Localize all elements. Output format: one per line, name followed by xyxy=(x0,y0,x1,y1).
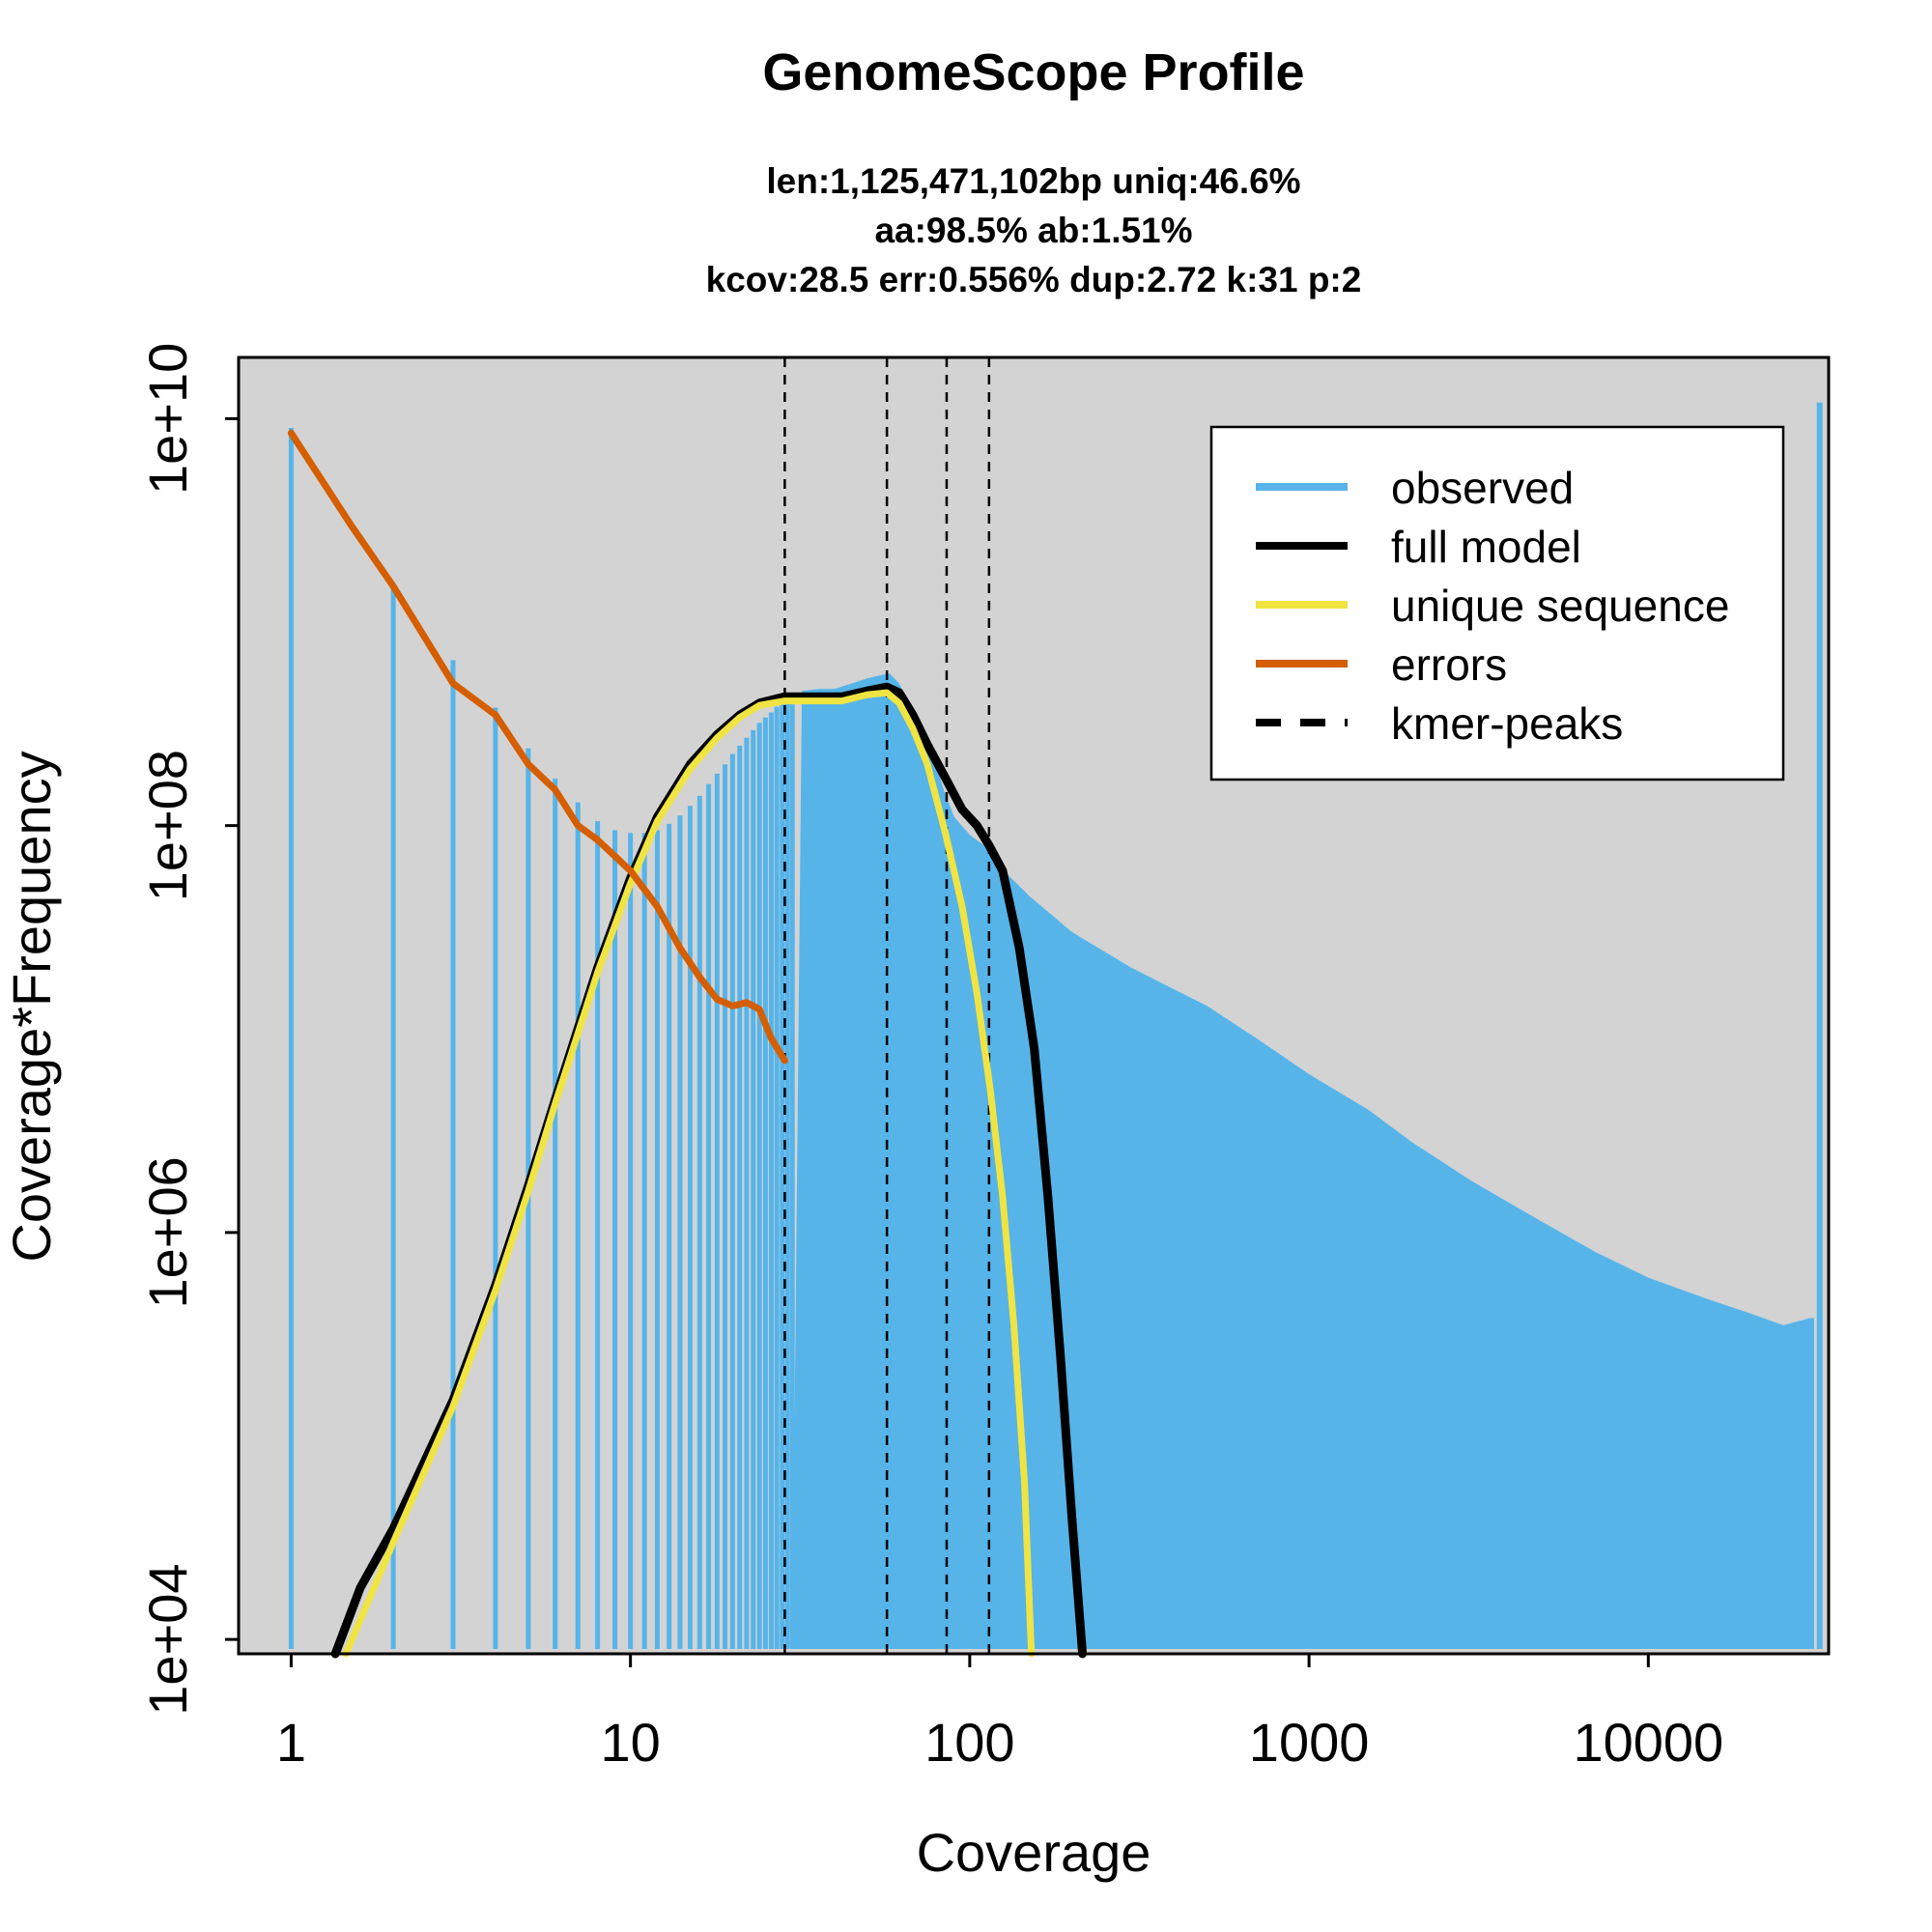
legend-label: errors xyxy=(1391,639,1507,690)
legend-label: full model xyxy=(1391,522,1581,572)
legend-label: kmer-peaks xyxy=(1391,698,1623,749)
y-axis: 1e+04 1e+06 1e+08 1e+10 xyxy=(137,343,239,1716)
y-axis-label: Coverage*Frequency xyxy=(1,751,62,1262)
y-tick-label: 1e+06 xyxy=(137,1156,198,1308)
x-tick-label: 1 xyxy=(276,1712,306,1773)
x-tick-label: 10000 xyxy=(1573,1712,1723,1773)
errors-line xyxy=(287,429,788,1065)
observed-area xyxy=(792,673,1814,1649)
chart-title: GenomeScope Profile xyxy=(762,43,1304,101)
kmer-peak-lines xyxy=(783,357,991,1654)
y-tick-label: 1e+04 xyxy=(137,1563,198,1715)
x-axis: 1 10 100 1000 10000 xyxy=(276,1654,1723,1773)
unique-sequence-line xyxy=(342,689,1036,1658)
chart-subtitle-line-3: kcov:28.5 err:0.556% dup:2.72 k:31 p:2 xyxy=(706,260,1362,299)
plot-frame xyxy=(237,355,1831,1656)
chart-subtitle-line-1: len:1,125,471,102bp uniq:46.6% xyxy=(766,161,1300,201)
x-axis-label: Coverage xyxy=(917,1822,1151,1883)
x-tick-label: 1000 xyxy=(1249,1712,1370,1773)
y-tick-label: 1e+10 xyxy=(137,343,198,495)
x-tick-label: 100 xyxy=(924,1712,1014,1773)
legend-label: unique sequence xyxy=(1391,581,1729,631)
model-lines xyxy=(287,429,1088,1659)
observed-series xyxy=(288,402,1823,1649)
legend-label: observed xyxy=(1391,463,1574,513)
legend: observed full model unique sequence errors k… xyxy=(1209,425,1785,781)
y-tick-label: 1e+08 xyxy=(137,750,198,901)
x-tick-label: 10 xyxy=(600,1712,660,1773)
chart-subtitle-line-2: aa:98.5% ab:1.51% xyxy=(874,211,1192,250)
